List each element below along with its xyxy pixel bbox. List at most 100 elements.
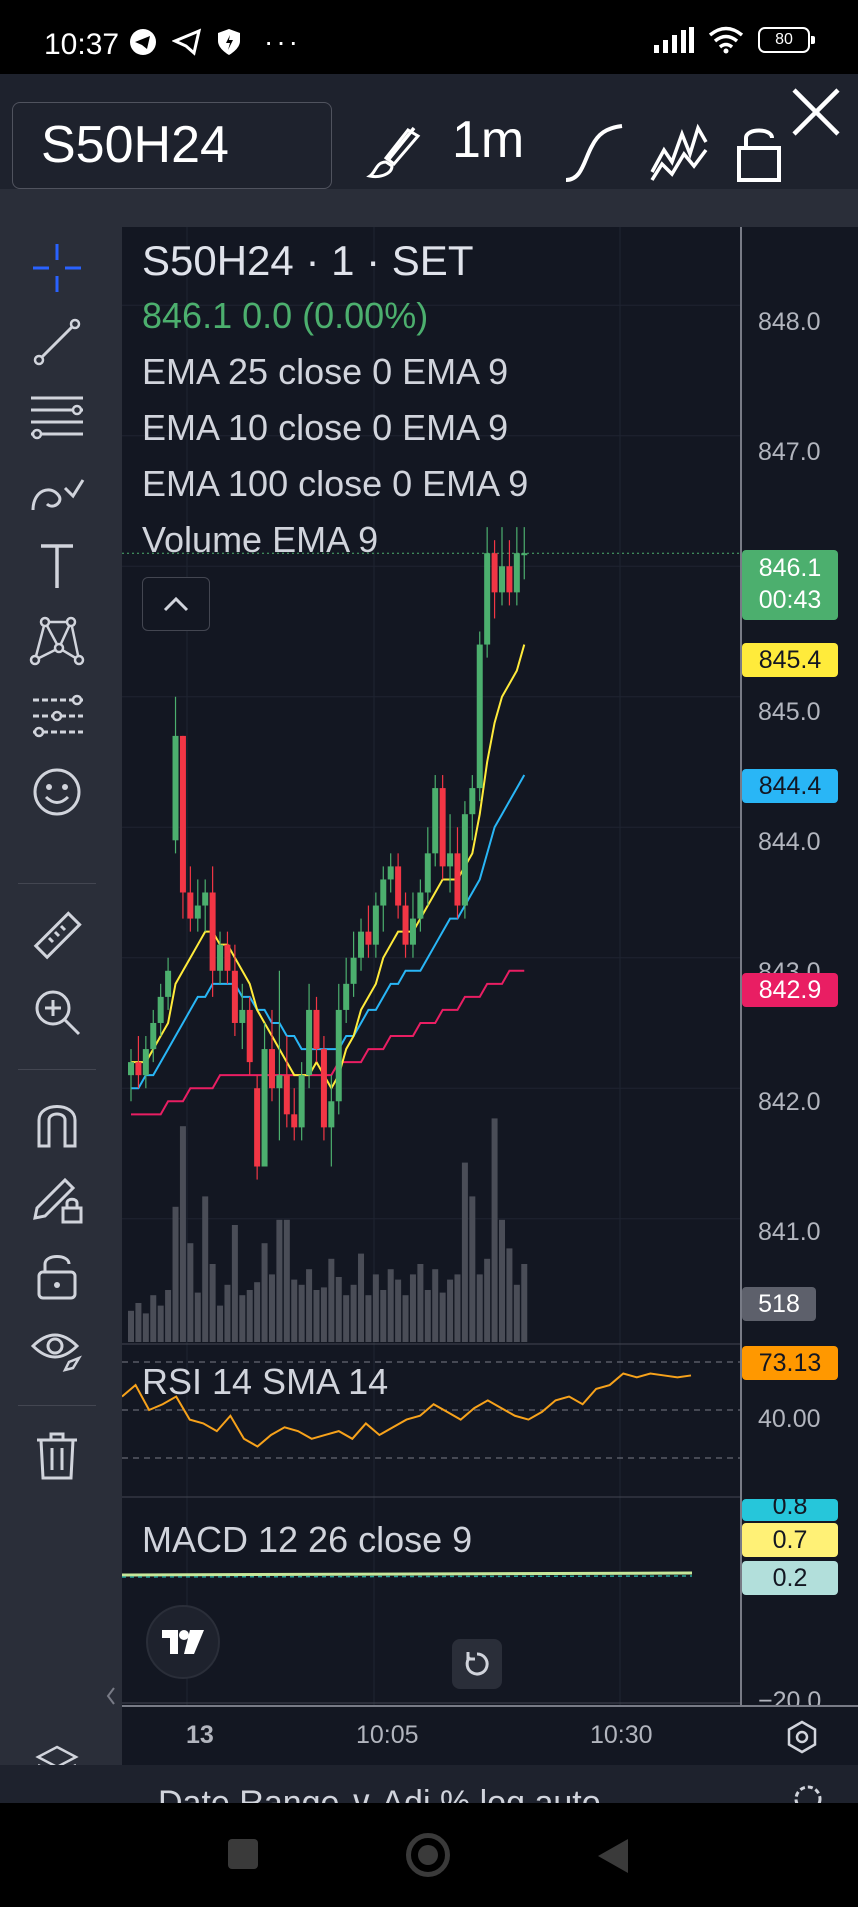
- rsi-label[interactable]: RSI 14 SMA 14: [142, 1361, 389, 1402]
- macd-tag-2: 0.7: [742, 1523, 838, 1557]
- candle-body: [142, 1049, 149, 1076]
- volume-bar: [142, 1313, 149, 1342]
- brush-tool[interactable]: [28, 463, 86, 521]
- magnet-tool[interactable]: [28, 1095, 86, 1153]
- rsi-line: [122, 1372, 692, 1448]
- ema100-price-tag: 842.9: [742, 973, 838, 1007]
- home-button[interactable]: [406, 1833, 450, 1877]
- candle-body: [306, 1009, 313, 1076]
- indicators-icon[interactable]: [650, 120, 708, 184]
- delete-tool[interactable]: [28, 1427, 86, 1485]
- volume-bar: [224, 1284, 231, 1342]
- legend-study-volume[interactable]: Volume EMA 9: [142, 519, 379, 560]
- price-tick: 844.0: [758, 828, 821, 856]
- volume-bar: [432, 1269, 439, 1342]
- legend-price: 846.1 0.0 (0.00%): [142, 295, 429, 336]
- candle-body: [320, 1049, 327, 1128]
- candle-body: [454, 853, 461, 906]
- candle-body: [358, 931, 365, 958]
- tradingview-logo[interactable]: [146, 1605, 220, 1679]
- volume-bar: [150, 1295, 157, 1342]
- candle-body: [395, 866, 402, 906]
- candle-body: [254, 1088, 261, 1167]
- unlock-tool[interactable]: [28, 1247, 86, 1305]
- chart-canvas[interactable]: [122, 227, 740, 1705]
- volume-bar: [283, 1219, 290, 1342]
- zoom-tool[interactable]: [28, 983, 86, 1041]
- candle-body: [187, 892, 194, 919]
- candle-body: [343, 983, 350, 1010]
- text-tool[interactable]: [28, 537, 86, 595]
- last-price-value: 846.1: [758, 554, 822, 582]
- interval-button[interactable]: 1m: [452, 111, 525, 169]
- collapse-panel-icon[interactable]: [104, 1685, 118, 1707]
- volume-bar: [165, 1290, 172, 1342]
- visibility-tool[interactable]: [28, 1321, 86, 1379]
- volume-bar: [239, 1295, 246, 1342]
- chart-type-icon[interactable]: [562, 120, 626, 184]
- price-tick: 841.0: [758, 1218, 821, 1246]
- battery-icon: 80: [758, 27, 815, 53]
- fib-tool[interactable]: [28, 387, 86, 445]
- pattern-tool[interactable]: [28, 611, 86, 669]
- legend-study-ema25[interactable]: EMA 25 close 0 EMA 9: [142, 351, 509, 392]
- last-price-tag: 846.1 00:43: [742, 550, 838, 620]
- crosshair-tool[interactable]: [28, 239, 86, 297]
- chart-toolbar: S50H24 1m: [0, 74, 858, 189]
- candle-body: [506, 566, 513, 593]
- volume-bar: [209, 1264, 216, 1342]
- candle-body: [409, 918, 416, 945]
- settings-icon[interactable]: [784, 1719, 820, 1755]
- trend-line-tool[interactable]: [28, 313, 86, 371]
- candle-body: [202, 892, 209, 906]
- volume-bar: [246, 1290, 253, 1342]
- volume-bar: [439, 1292, 446, 1342]
- candle-body: [461, 814, 468, 906]
- candle-body: [157, 996, 164, 1023]
- emoji-tool[interactable]: [28, 763, 86, 821]
- candle-body: [313, 1009, 320, 1050]
- magnet-icon: [37, 1105, 77, 1148]
- price-scale[interactable]: 848.0 847.0 845.0 844.0 843.0 842.0 841.…: [740, 227, 858, 1715]
- time-tick: 13: [186, 1721, 214, 1749]
- macd-label[interactable]: MACD 12 26 close 9: [142, 1519, 473, 1560]
- volume-bar: [476, 1274, 483, 1342]
- rsi-value-tag: 73.13: [742, 1346, 838, 1380]
- chart-area[interactable]: S50H24 · 1 · SET 846.1 0.0 (0.00%) EMA 2…: [122, 227, 740, 1705]
- brush-icon[interactable]: [364, 122, 424, 182]
- send-icon: [172, 28, 202, 56]
- measure-tool[interactable]: [28, 907, 86, 965]
- back-button[interactable]: [594, 1837, 630, 1875]
- legend-study-ema10[interactable]: EMA 10 close 0 EMA 9: [142, 407, 509, 448]
- prediction-tool[interactable]: [28, 687, 86, 745]
- shield-icon: [218, 29, 240, 55]
- horizontal-lines-icon: [31, 396, 83, 440]
- forecast-icon: [33, 694, 83, 738]
- lock-drawings-tool[interactable]: [28, 1171, 86, 1229]
- time-scale[interactable]: 13 10:05 10:30: [122, 1705, 858, 1765]
- candle-body: [521, 553, 528, 556]
- legend-title: S50H24 · 1 · SET: [142, 237, 474, 284]
- symbol-search-button[interactable]: S50H24: [12, 102, 332, 189]
- close-icon[interactable]: [790, 86, 842, 138]
- ema100-line: [131, 969, 525, 1116]
- volume-bar: [328, 1258, 335, 1342]
- legend-study-ema100[interactable]: EMA 100 close 0 EMA 9: [142, 463, 529, 504]
- volume-bar: [128, 1310, 134, 1342]
- gear-icon[interactable]: [790, 1781, 826, 1803]
- volume-bar: [506, 1248, 513, 1342]
- candle-body: [283, 1075, 290, 1115]
- candle-body: [335, 1009, 342, 1102]
- ema25-price-tag: 844.4: [742, 769, 838, 803]
- reset-chart-button[interactable]: [452, 1639, 502, 1689]
- text-icon: [41, 544, 73, 588]
- price-tick: 842.0: [758, 1088, 821, 1116]
- candle-body: [328, 1101, 335, 1128]
- lock-icon[interactable]: [736, 122, 782, 184]
- candle-body: [469, 788, 476, 815]
- recents-button[interactable]: [228, 1839, 258, 1869]
- candle-body: [402, 905, 409, 945]
- bottom-toolbar-text[interactable]: Date Range ∨ Adj % log auto: [158, 1784, 601, 1803]
- volume-bar: [187, 1243, 194, 1342]
- legend-collapse-button[interactable]: [142, 577, 210, 631]
